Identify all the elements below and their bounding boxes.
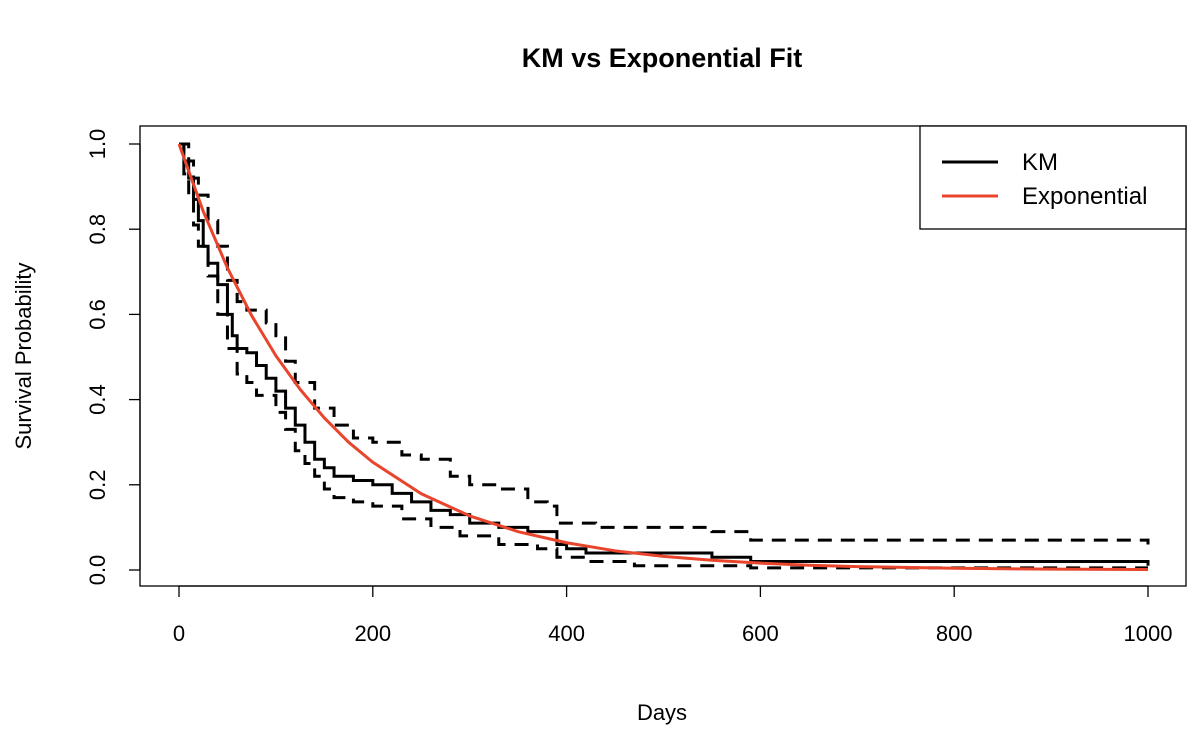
- x-axis-label: Days: [637, 700, 687, 725]
- y-tick-label: 0.0: [85, 555, 110, 586]
- km-curve: [179, 142, 1150, 566]
- legend-km-label: KM: [1022, 149, 1058, 176]
- legend: KM Exponential: [919, 125, 1187, 230]
- y-tick-label: 0.4: [85, 384, 110, 415]
- y-axis-label: Survival Probability: [11, 262, 36, 449]
- x-tick-label: 0: [173, 621, 185, 646]
- x-tick-label: 400: [548, 621, 585, 646]
- y-tick-label: 0.6: [85, 299, 110, 330]
- x-axis: 0 200 400 600 800 1000: [173, 585, 1173, 646]
- y-tick-label: 1.0: [85, 129, 110, 160]
- legend-box: [919, 125, 1187, 230]
- km-upper-ci-curve: [179, 142, 1150, 545]
- legend-exponential-label: Exponential: [1022, 183, 1147, 210]
- y-tick-label: 0.2: [85, 470, 110, 501]
- series-layer: [177, 142, 1150, 572]
- x-tick-label: 1000: [1124, 621, 1173, 646]
- y-axis: 0.0 0.2 0.4 0.6 0.8 1.0: [85, 129, 141, 586]
- x-tick-label: 800: [936, 621, 973, 646]
- y-tick-label: 0.8: [85, 214, 110, 245]
- chart-title: KM vs Exponential Fit: [522, 43, 803, 73]
- exponential-curve: [177, 143, 1149, 572]
- x-tick-label: 600: [742, 621, 779, 646]
- x-tick-label: 200: [354, 621, 391, 646]
- km-lower-ci-curve: [179, 142, 1148, 570]
